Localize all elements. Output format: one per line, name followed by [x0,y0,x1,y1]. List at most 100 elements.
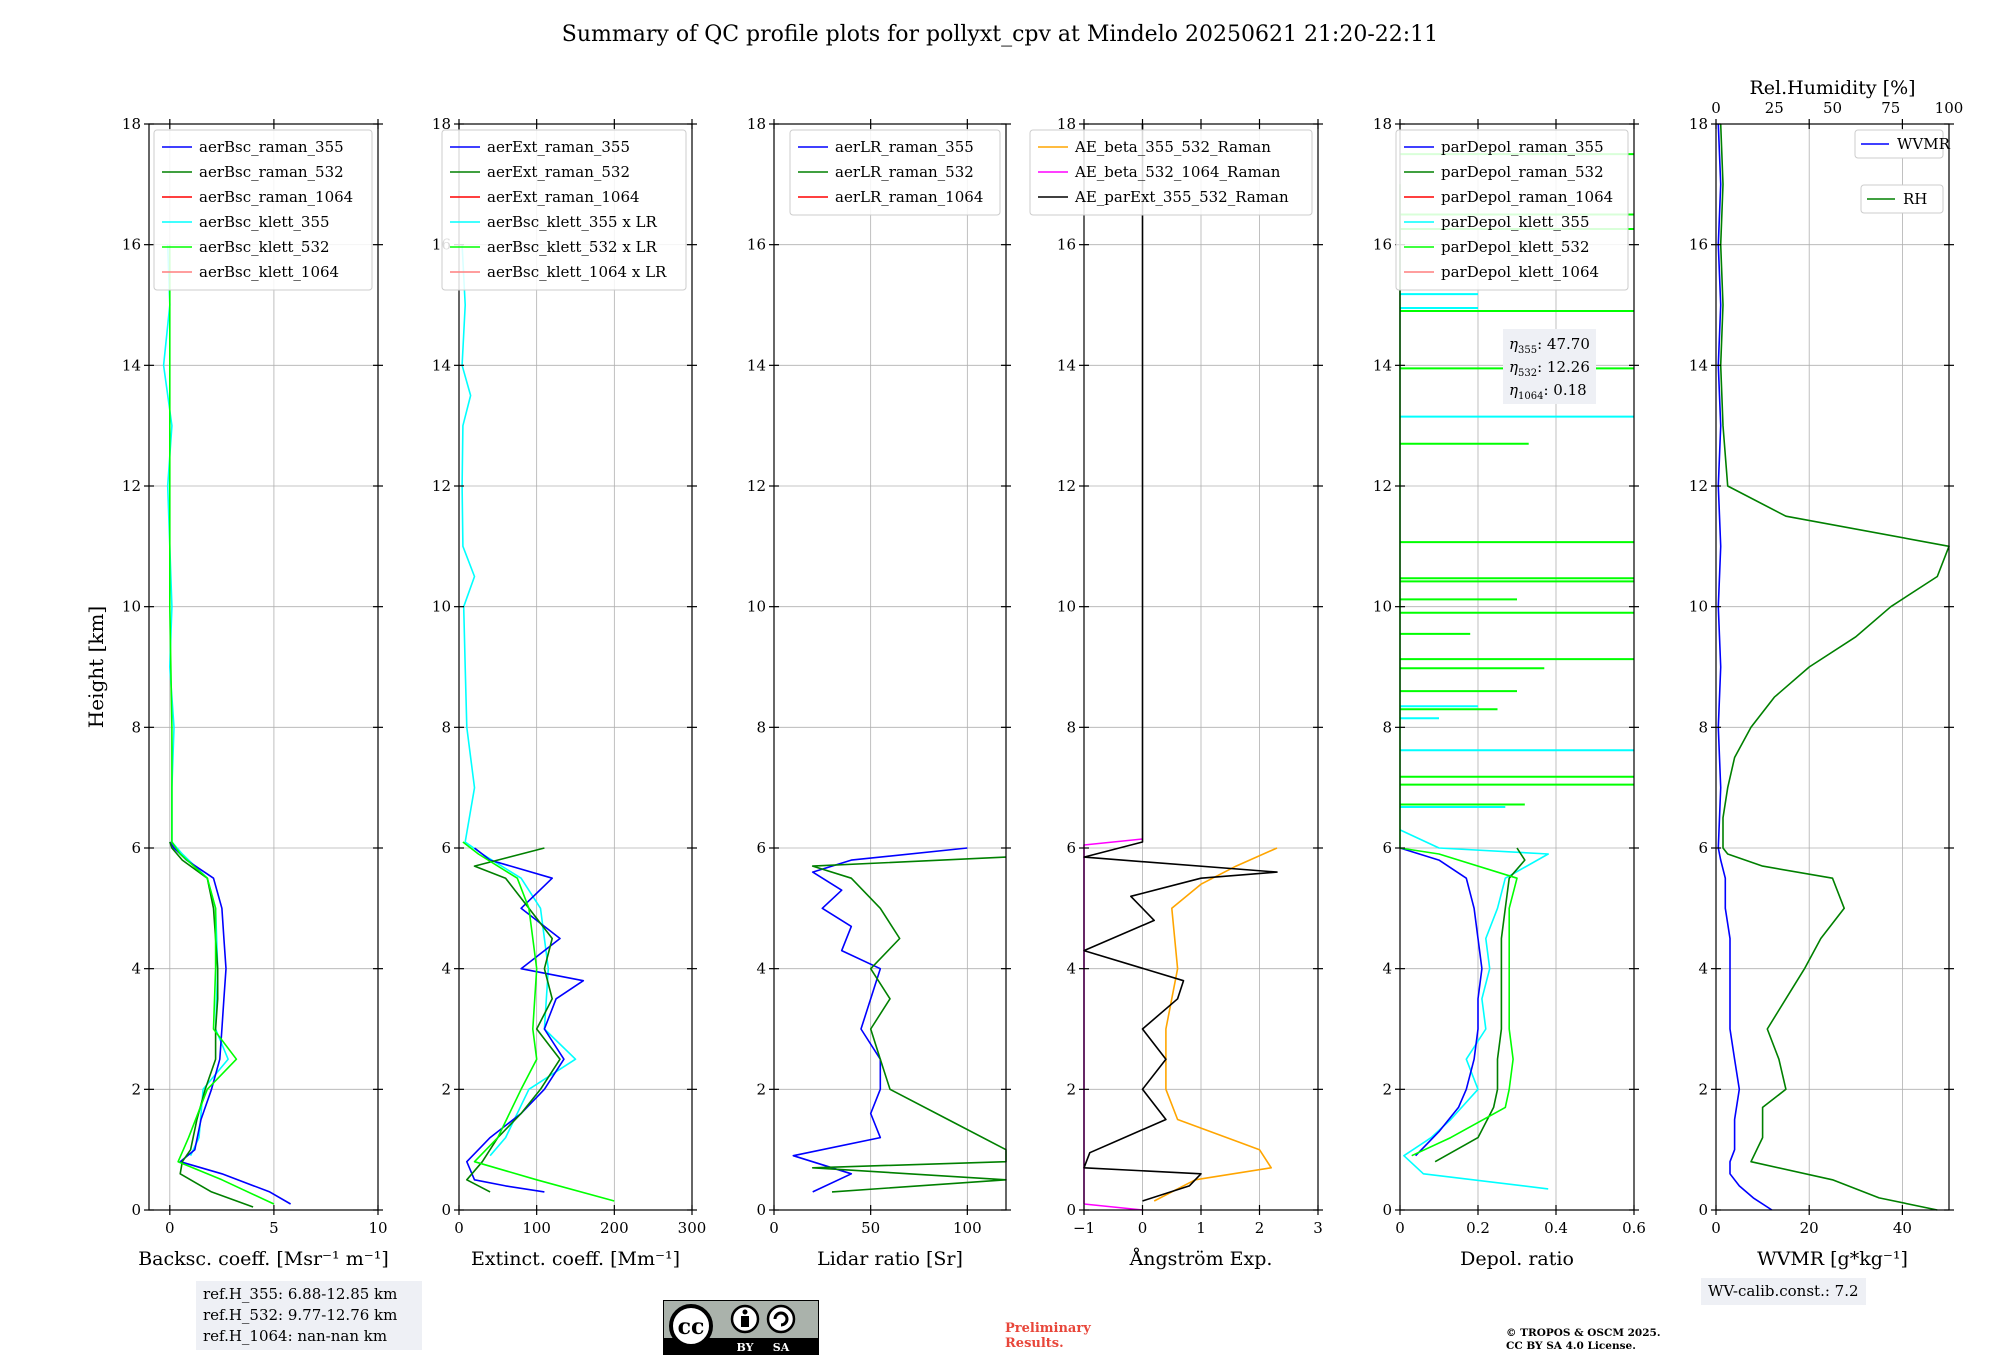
y-tick-label: 4 [1698,960,1708,978]
legend-box [1854,129,1944,159]
series-aerbsc-klett-532 [169,244,275,1205]
y-tick-label: 12 [1373,477,1392,495]
x-tick-label: 0.2 [1466,1219,1490,1237]
copyright-line-1: © TROPOS & OSCM 2025. [1506,1327,1661,1339]
y-axis-label: Height [km] [84,606,108,728]
y-tick-label: 14 [747,356,766,374]
y-tick-label: 8 [1382,718,1392,736]
series-pardepol-raman-532 [1434,847,1526,1163]
x-tick-label: 0 [454,1219,464,1237]
y-tick-label: 6 [1698,839,1708,857]
series-pardepol-klett-532 [1399,184,1518,1157]
legend-label: parDepol_raman_355 [1441,138,1604,156]
copyright-note: © TROPOS & OSCM 2025. CC BY SA 4.0 Licen… [1506,1327,1661,1353]
x-tick-label: 40 [1893,1219,1912,1237]
y-tick-label: 12 [432,477,451,495]
x-tick-label: 50 [861,1219,880,1237]
legend-label: aerBsc_klett_1064 x LR [487,263,667,281]
x-axis-label: Extinct. coeff. [Mm⁻¹] [471,1248,680,1270]
y-tick-label: 6 [1066,839,1076,857]
legend-label: aerBsc_klett_532 [199,238,330,256]
series-aerbsc-klett-532-x-lr [462,841,615,1202]
y-tick-label: 2 [441,1080,451,1098]
legend-label: WVMR [1897,135,1951,153]
series-aerbsc-klett-355 [162,244,229,1157]
eta-annotation: η1064: 0.18 [1509,381,1587,402]
series-aerbsc-raman-532 [169,841,254,1208]
ref-height-532: ref.H_532: 9.77-12.76 km [203,1306,398,1324]
series-aerbsc-klett-355-x-lr [461,244,577,1157]
top-tick-label: 25 [1765,99,1784,117]
y-tick-label: 18 [1373,115,1392,133]
y-tick-label: 12 [1689,477,1708,495]
y-tick-label: 6 [131,839,141,857]
y-tick-label: 6 [756,839,766,857]
y-tick-label: 0 [441,1201,451,1219]
legend-label: AE_beta_532_1064_Raman [1074,163,1281,181]
reference-height-box: ref.H_355: 6.88-12.85 km ref.H_532: 9.77… [196,1281,422,1350]
figure-title: Summary of QC profile plots for pollyxt_… [561,22,1439,47]
panel-1: 0 2 4 6 8 10 12 14 16 18 0 5 10 Backsc. coeff. [Msr⁻¹… [122,115,389,1270]
x-tick-label: −1 [1073,1219,1095,1237]
legend-label: aerBsc_klett_1064 [199,263,339,281]
ref-height-355: ref.H_355: 6.88-12.85 km [203,1285,398,1303]
series-ae-parext-355-532-raman [1083,124,1278,1202]
y-tick-label: 18 [122,115,141,133]
cc-by-sa-logo: cc BY SA [663,1300,819,1355]
legend-box [153,129,373,291]
series-aerlr-raman-355 [792,847,968,1193]
legend-label: aerLR_raman_1064 [835,188,983,206]
y-tick-label: 18 [747,115,766,133]
y-tick-label: 12 [1057,477,1076,495]
series-aerext-raman-532 [465,847,561,1193]
y-tick-label: 2 [1066,1080,1076,1098]
x-axis-label: Depol. ratio [1460,1248,1574,1270]
legend-label: AE_parExt_355_532_Raman [1074,188,1289,206]
y-tick-label: 2 [131,1080,141,1098]
y-tick-label: 12 [122,477,141,495]
y-tick-label: 10 [1373,598,1392,616]
x-tick-label: 300 [678,1219,707,1237]
legend-box [1395,129,1629,291]
y-tick-label: 8 [756,718,766,736]
legend-box [441,129,687,291]
series-wvmr [1717,123,1773,1211]
x-tick-label: 5 [269,1219,279,1237]
legend-label: AE_beta_355_532_Raman [1074,138,1271,156]
axes-frame [148,123,379,1211]
series-ae-beta-532-1064-raman [1083,838,1143,1211]
panel-5: 0 2 4 6 8 10 12 14 16 18 0 0.2 0.4 0.6 Depol. ratio par… [1373,115,1646,1270]
y-tick-label: 18 [1057,115,1076,133]
legend-label: parDepol_klett_355 [1441,213,1590,231]
top-tick-label: 0 [1711,99,1721,117]
x-tick-label: 0 [1138,1219,1148,1237]
ref-height-1064: ref.H_1064: nan-nan km [203,1327,388,1345]
y-tick-label: 4 [1066,960,1076,978]
x-axis-label: Backsc. coeff. [Msr⁻¹ m⁻¹] [138,1248,389,1270]
axes-frame [773,123,1007,1211]
series-aerbsc-raman-355 [169,841,292,1205]
y-tick-label: 8 [131,718,141,736]
y-tick-label: 18 [432,115,451,133]
legend-label: aerBsc_raman_355 [199,138,344,156]
x-tick-label: 100 [953,1219,982,1237]
y-tick-label: 16 [122,236,141,254]
preliminary-note: Preliminary Results. [1005,1321,1091,1351]
y-tick-label: 8 [441,718,451,736]
y-tick-label: 0 [756,1201,766,1219]
legend-label: aerLR_raman_532 [835,163,974,181]
series-aerext-raman-355 [465,847,585,1193]
x-tick-label: 0 [1395,1219,1405,1237]
eta-box [1503,329,1596,404]
x-axis-label: Lidar ratio [Sr] [817,1248,963,1270]
legend-label: aerExt_raman_532 [487,163,630,181]
y-tick-label: 16 [1057,236,1076,254]
top-tick-label: 75 [1881,99,1900,117]
wv-calibration-box: WV-calib.const.: 7.2 [1701,1278,1866,1305]
y-tick-label: 10 [747,598,766,616]
preliminary-line-2: Results. [1005,1336,1064,1351]
legend-box [1860,184,1944,214]
